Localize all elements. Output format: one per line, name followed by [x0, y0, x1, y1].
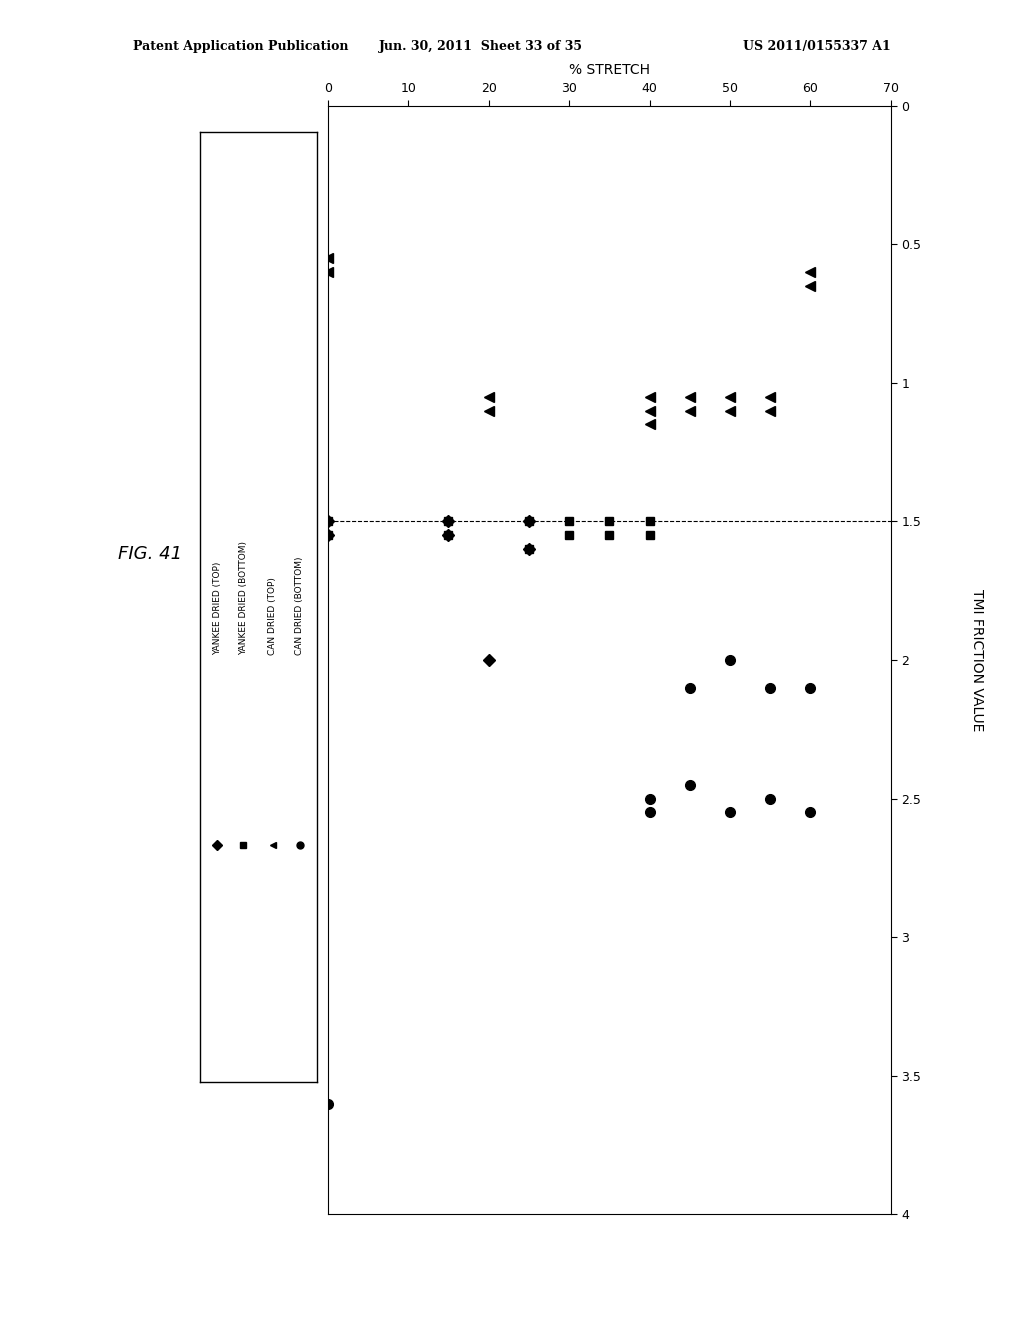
- Text: YANKEE DRIED (BOTTOM): YANKEE DRIED (BOTTOM): [239, 541, 248, 655]
- Text: YANKEE DRIED (TOP): YANKEE DRIED (TOP): [213, 561, 222, 655]
- Text: US 2011/0155337 A1: US 2011/0155337 A1: [743, 40, 891, 53]
- X-axis label: % STRETCH: % STRETCH: [568, 63, 650, 77]
- Text: FIG. 41: FIG. 41: [118, 545, 182, 564]
- Text: Jun. 30, 2011  Sheet 33 of 35: Jun. 30, 2011 Sheet 33 of 35: [379, 40, 584, 53]
- Text: CAN DRIED (TOP): CAN DRIED (TOP): [268, 577, 278, 655]
- Text: CAN DRIED (BOTTOM): CAN DRIED (BOTTOM): [295, 556, 304, 655]
- Y-axis label: TMI FRICTION VALUE: TMI FRICTION VALUE: [970, 589, 984, 731]
- Text: Patent Application Publication: Patent Application Publication: [133, 40, 348, 53]
